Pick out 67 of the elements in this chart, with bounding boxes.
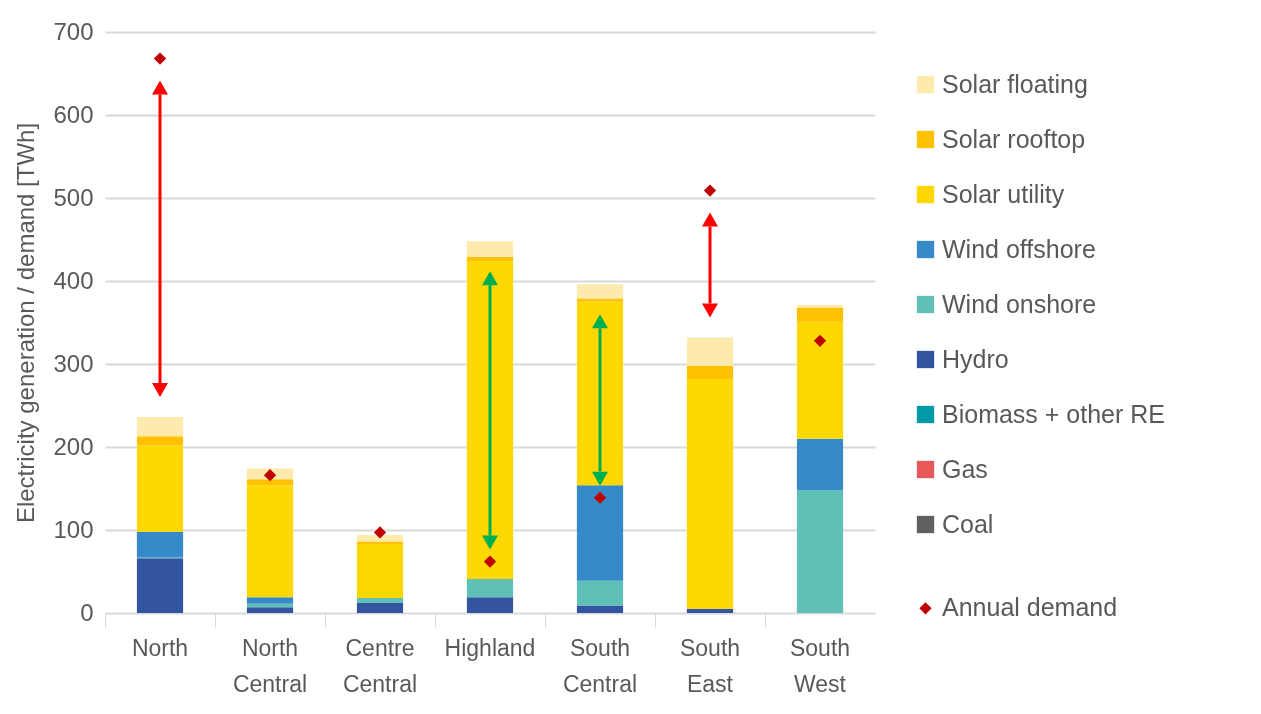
bar	[246, 597, 294, 604]
bar	[466, 241, 514, 257]
bar	[466, 578, 514, 598]
legend-label: Wind onshore	[942, 289, 1097, 318]
y-tick-label: 500	[53, 183, 94, 211]
bar	[356, 534, 404, 542]
legend-label: Coal	[942, 509, 994, 538]
point	[263, 469, 277, 482]
bar	[466, 597, 514, 613]
legend-label: Solar utility	[942, 179, 1065, 208]
y-axis-title: Electricity generation / demand [TWh]	[12, 122, 40, 524]
bar	[246, 607, 294, 613]
bar	[576, 605, 624, 613]
legend-label: Solar floating	[942, 69, 1088, 98]
bar	[246, 479, 294, 486]
bar	[136, 558, 184, 613]
y-tick-label: 100	[53, 515, 94, 543]
x-tick-label: South Central	[562, 634, 638, 697]
y-tick-label: 200	[53, 432, 94, 460]
bar	[576, 580, 624, 606]
y-tick-label: 700	[53, 17, 94, 45]
point	[813, 334, 827, 347]
y-tick-label: 400	[53, 266, 94, 294]
y-tick-label: 300	[53, 349, 94, 377]
legend-label: Biomass + other RE	[942, 399, 1166, 428]
x-tick-label: Centre Central	[342, 634, 418, 697]
bar	[796, 321, 844, 439]
point	[153, 52, 167, 65]
y-tick-label: 0	[80, 598, 94, 626]
legend-label: Solar rooftop	[942, 124, 1086, 153]
x-tick-label: North	[131, 634, 189, 661]
bar	[246, 485, 294, 598]
bar	[686, 378, 734, 609]
bar	[356, 598, 404, 604]
bar	[576, 485, 624, 581]
bar	[356, 603, 404, 613]
bar	[136, 531, 184, 558]
bar	[796, 307, 844, 322]
legend-label: Hydro	[942, 344, 1009, 373]
bar	[246, 603, 294, 608]
point	[703, 184, 717, 197]
bar	[686, 337, 734, 366]
bar	[796, 305, 844, 308]
bar	[686, 365, 734, 379]
bar	[136, 445, 184, 532]
bar	[136, 436, 184, 446]
x-tick-label: Highland	[444, 634, 536, 661]
legend-label: Wind offshore	[942, 234, 1096, 263]
bar	[686, 608, 734, 613]
bar	[796, 490, 844, 613]
y-tick-label: 600	[53, 100, 94, 128]
bar	[136, 417, 184, 437]
bar	[576, 301, 624, 486]
bar	[576, 284, 624, 299]
bar	[796, 438, 844, 491]
point	[483, 555, 497, 568]
bar	[466, 256, 514, 262]
legend-label: Gas	[942, 454, 988, 483]
bar	[356, 544, 404, 599]
bar	[466, 261, 514, 579]
legend-label: Annual demand	[942, 593, 1118, 622]
x-tick-label: South West	[789, 634, 851, 697]
point	[373, 526, 387, 539]
point	[593, 491, 607, 504]
x-tick-label: South East	[679, 634, 741, 697]
x-tick-label: North Central	[232, 634, 308, 697]
bar	[576, 298, 624, 302]
